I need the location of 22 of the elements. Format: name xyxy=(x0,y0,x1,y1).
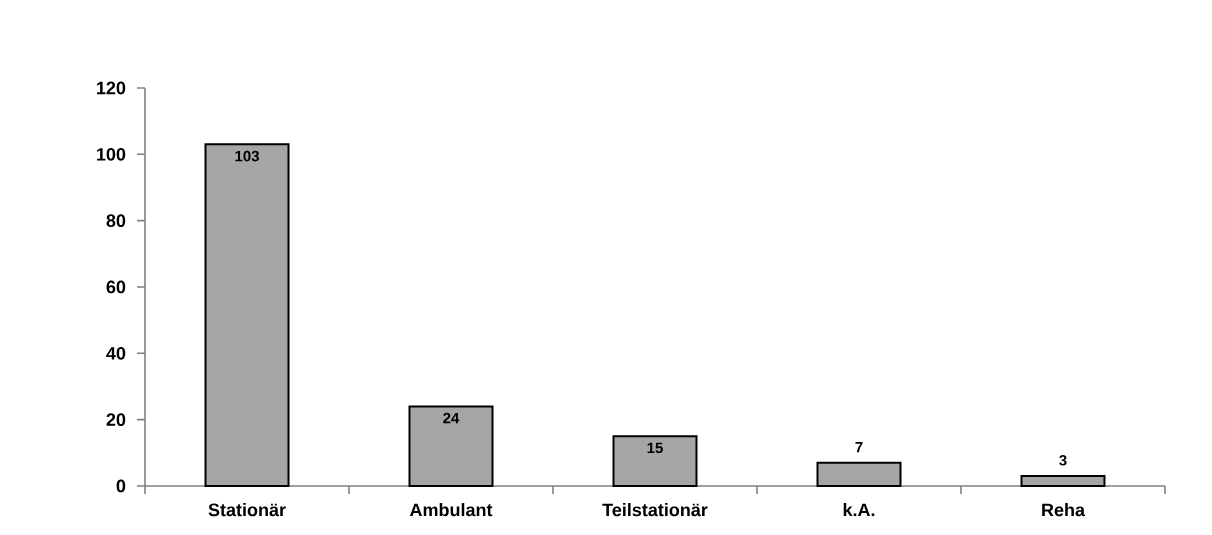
bar xyxy=(612,435,698,487)
bar xyxy=(1020,475,1106,487)
data-label: 7 xyxy=(855,442,863,453)
y-tick-label: 80 xyxy=(106,214,126,228)
data-label: 3 xyxy=(1059,454,1067,466)
bar xyxy=(204,143,290,487)
x-tick-label: Ambulant xyxy=(409,503,493,517)
y-tick-label: 120 xyxy=(97,81,126,95)
bar xyxy=(816,461,902,487)
x-tick-label: Reha xyxy=(1042,503,1086,517)
data-label: 15 xyxy=(647,442,663,454)
x-tick-label: Stationär xyxy=(208,503,286,517)
data-label: 24 xyxy=(443,412,460,424)
y-tick-label: 0 xyxy=(116,479,126,493)
data-label: 103 xyxy=(235,150,259,162)
bar xyxy=(408,405,494,487)
x-tick-label: k.A. xyxy=(843,503,875,517)
y-tick-label: 40 xyxy=(106,346,126,360)
x-tick-label: Teilstationär xyxy=(602,503,708,517)
y-tick-label: 60 xyxy=(106,280,126,294)
y-tick-label: 100 xyxy=(97,147,126,161)
y-tick-label: 20 xyxy=(106,413,126,427)
